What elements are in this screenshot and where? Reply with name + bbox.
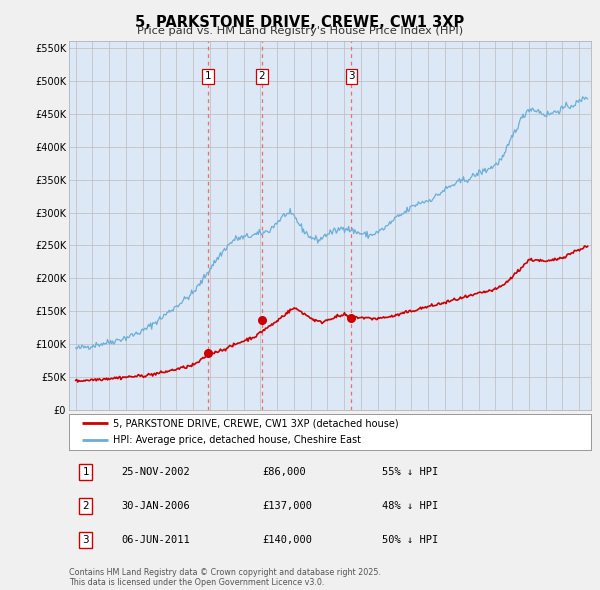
Text: £140,000: £140,000 — [262, 535, 312, 545]
Text: 55% ↓ HPI: 55% ↓ HPI — [382, 467, 439, 477]
Text: Price paid vs. HM Land Registry's House Price Index (HPI): Price paid vs. HM Land Registry's House … — [137, 26, 463, 36]
Text: 3: 3 — [82, 535, 89, 545]
Text: 2: 2 — [259, 71, 265, 81]
Text: 1: 1 — [205, 71, 212, 81]
Text: 1: 1 — [82, 467, 89, 477]
Text: 3: 3 — [348, 71, 355, 81]
Text: HPI: Average price, detached house, Cheshire East: HPI: Average price, detached house, Ches… — [113, 435, 361, 445]
Text: 5, PARKSTONE DRIVE, CREWE, CW1 3XP: 5, PARKSTONE DRIVE, CREWE, CW1 3XP — [136, 15, 464, 30]
Text: 48% ↓ HPI: 48% ↓ HPI — [382, 501, 439, 511]
Text: £86,000: £86,000 — [262, 467, 306, 477]
Text: 5, PARKSTONE DRIVE, CREWE, CW1 3XP (detached house): 5, PARKSTONE DRIVE, CREWE, CW1 3XP (deta… — [113, 418, 399, 428]
Text: 30-JAN-2006: 30-JAN-2006 — [121, 501, 190, 511]
Text: 50% ↓ HPI: 50% ↓ HPI — [382, 535, 439, 545]
Text: 2: 2 — [82, 501, 89, 511]
Text: 06-JUN-2011: 06-JUN-2011 — [121, 535, 190, 545]
Text: £137,000: £137,000 — [262, 501, 312, 511]
Text: 25-NOV-2002: 25-NOV-2002 — [121, 467, 190, 477]
Text: Contains HM Land Registry data © Crown copyright and database right 2025.
This d: Contains HM Land Registry data © Crown c… — [69, 568, 381, 587]
